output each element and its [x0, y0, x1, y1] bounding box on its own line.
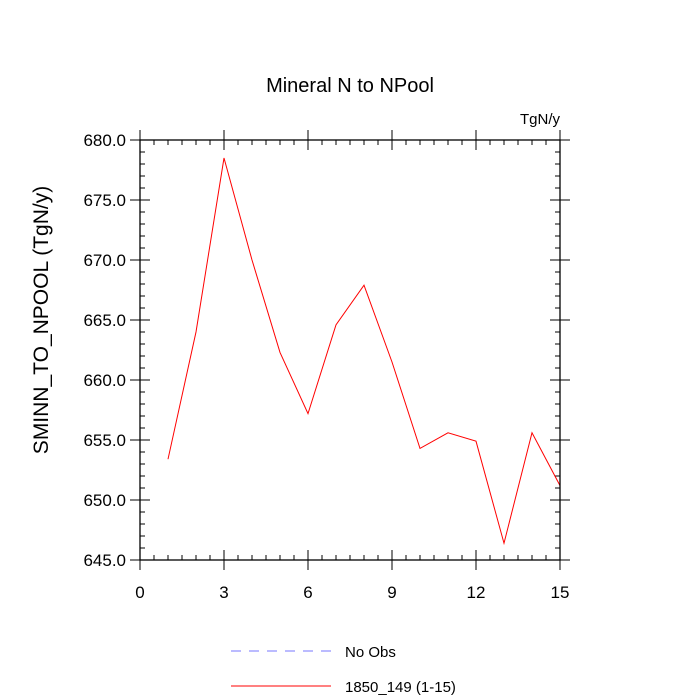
- series-layer: [167, 157, 560, 546]
- legend-label-no-obs: No Obs: [345, 644, 396, 661]
- x-tick-label: 9: [387, 583, 396, 602]
- y-tick-label: 645.0: [83, 551, 126, 570]
- y-tick-label: 660.0: [83, 371, 126, 390]
- plot-frame: [139, 139, 561, 561]
- series-line: [167, 157, 560, 546]
- x-tick-label: 3: [219, 583, 228, 602]
- y-axis-label: SMINN_TO_NPOOL (TgN/y): [30, 186, 53, 454]
- x-tick-label: 12: [467, 583, 486, 602]
- x-tick-label: 0: [135, 583, 144, 602]
- x-tick-label: 6: [303, 583, 312, 602]
- axis-tick-labels: 0 3 6 9 12 15 645.0 650.0 655.0 660.0 665.0 670.0 67…: [83, 131, 569, 602]
- y-tick-label: 665.0: [83, 311, 126, 330]
- legend: No Obs 1850_149 (1-15): [231, 644, 456, 696]
- y-tick-label: 675.0: [83, 191, 126, 210]
- chart-title: Mineral N to NPool: [266, 75, 434, 97]
- axis-ticks: [130, 130, 570, 570]
- y-tick-label: 650.0: [83, 491, 126, 510]
- y-tick-label: 680.0: [83, 131, 126, 150]
- x-tick-label: 15: [551, 583, 570, 602]
- units-label: TgN/y: [520, 111, 561, 128]
- y-tick-label: 670.0: [83, 251, 126, 270]
- y-tick-label: 655.0: [83, 431, 126, 450]
- legend-label-1850-149: 1850_149 (1-15): [345, 679, 456, 696]
